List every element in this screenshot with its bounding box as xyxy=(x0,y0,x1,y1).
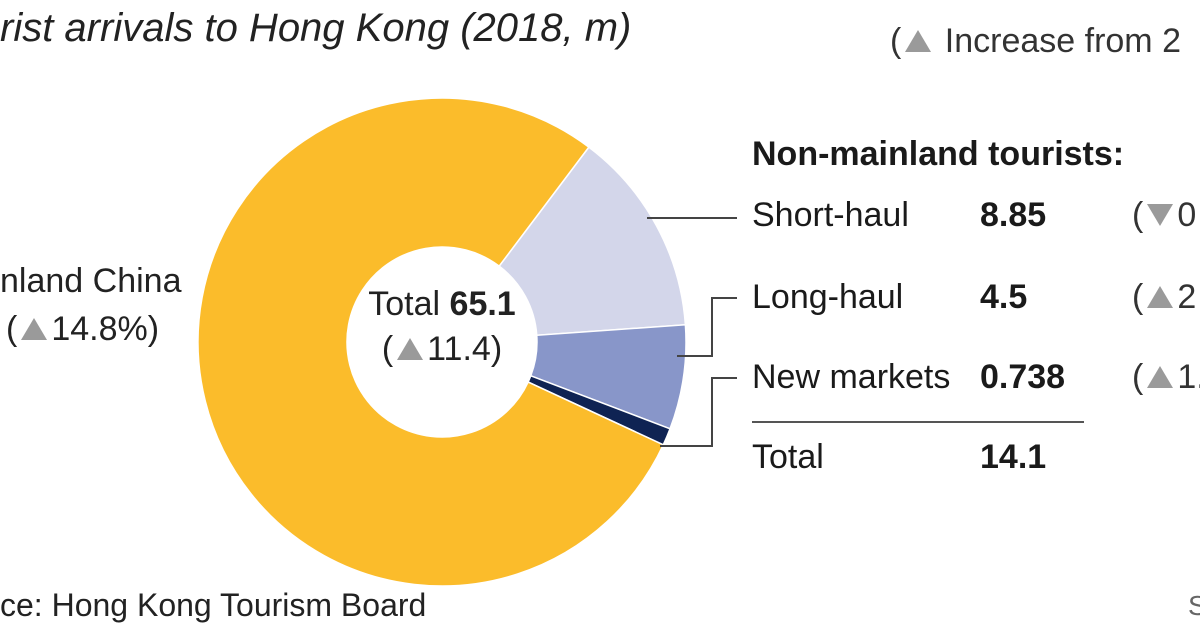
leader-line-new-markets xyxy=(660,377,737,447)
row-new-markets-change: (1. xyxy=(1132,358,1200,396)
leader-line-long-haul xyxy=(677,297,737,357)
row-short-haul-value: 8.85 xyxy=(980,196,1047,234)
table-divider xyxy=(752,421,1084,423)
slice-short-haul xyxy=(498,146,687,337)
center-total-label: Total xyxy=(368,285,441,323)
donut-slices xyxy=(197,97,687,587)
row-long-haul-label: Long-haul xyxy=(752,278,904,316)
slice-nland-china xyxy=(197,97,665,587)
up-triangle-icon xyxy=(1147,286,1174,308)
increase-legend-text: Increase from 2 xyxy=(944,22,1181,60)
up-triangle-icon xyxy=(397,338,424,360)
up-triangle-icon xyxy=(21,318,48,340)
mainland-china-label: nland China xyxy=(0,262,182,300)
mainland-china-change: (14.8%) xyxy=(6,310,160,348)
row-total-label: Total xyxy=(752,438,824,476)
leader-lines xyxy=(647,217,737,447)
chart-title: rist arrivals to Hong Kong (2018, m) xyxy=(0,6,632,50)
up-triangle-icon xyxy=(1147,366,1174,388)
center-total-value: 65.1 xyxy=(449,285,516,323)
row-long-haul-change: (2 xyxy=(1132,278,1197,316)
increase-legend: ( Increase from 2 xyxy=(890,22,1181,60)
non-mainland-heading: Non-mainland tourists: xyxy=(752,135,1125,173)
center-change: (11.4) xyxy=(381,330,503,368)
source-credit: ce: Hong Kong Tourism Board xyxy=(0,587,427,623)
donut-center: Total 65.1 (11.4) xyxy=(347,285,537,369)
row-new-markets-value: 0.738 xyxy=(980,358,1066,396)
center-total: Total 65.1 xyxy=(347,285,537,324)
mainland-china-change-value: 14.8% xyxy=(51,310,148,348)
row-short-haul-label: Short-haul xyxy=(752,196,909,234)
row-long-haul-value: 4.5 xyxy=(980,278,1028,316)
row-total-value: 14.1 xyxy=(980,438,1047,476)
row-short-haul-change: (0 xyxy=(1132,196,1197,234)
row-new-markets-label: New markets xyxy=(752,358,951,396)
down-triangle-icon xyxy=(1147,204,1174,226)
center-change-value: 11.4 xyxy=(427,330,491,368)
corner-credit: S xyxy=(1188,590,1200,621)
up-triangle-icon xyxy=(905,30,932,52)
